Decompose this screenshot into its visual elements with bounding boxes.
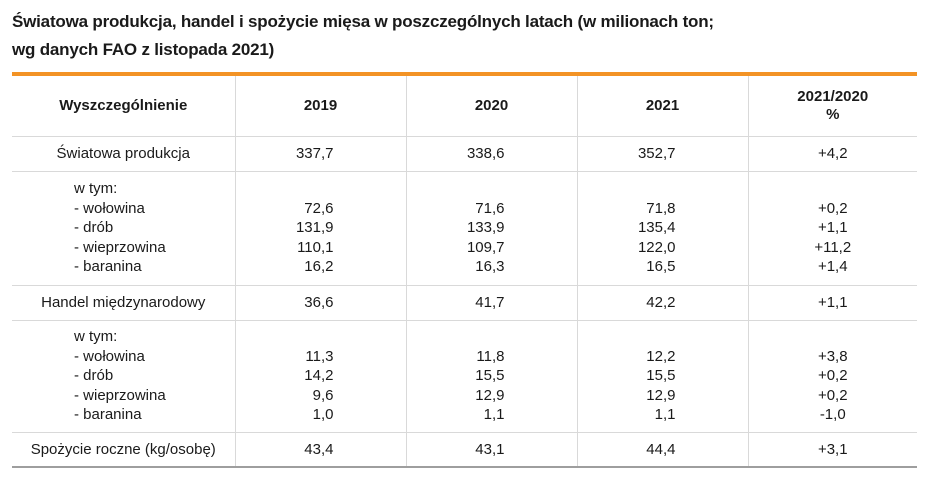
trade-breakdown-2020: 11,8 15,5 12,9 1,1 xyxy=(405,320,577,432)
cell-trade-pork-2019: 9,6 xyxy=(312,386,334,404)
breakdown-label-beef: - wołowina xyxy=(74,347,145,365)
table-row-consumption: Spożycie roczne (kg/osobę) 43,4 43,1 44,… xyxy=(12,432,917,467)
cell-trade-mutton-2020: 1,1 xyxy=(483,406,505,424)
accent-divider xyxy=(12,72,917,76)
cell-trade-beef-2021: 12,2 xyxy=(646,347,676,365)
cell-prod-pork-change: +11,2 xyxy=(814,238,852,256)
breakdown-label-poultry: - drób xyxy=(74,219,114,237)
production-breakdown-2021: 71,8 135,4 122,0 16,5 xyxy=(576,171,748,285)
cell-prod-pork-2021: 122,0 xyxy=(637,238,676,256)
cell-trade-change: +1,1 xyxy=(747,285,917,320)
table-row-production-breakdown: w tym: - wołowina - drób - wieprzowina -… xyxy=(12,171,917,285)
production-breakdown-2019: 72,6 131,9 110,1 16,2 xyxy=(234,171,406,285)
cell-trade-beef-change: +3,8 xyxy=(817,347,848,365)
production-breakdown-change: +0,2 +1,1 +11,2 +1,4 xyxy=(747,171,917,285)
trade-breakdown-change: +3,8 +0,2 +0,2 -1,0 xyxy=(747,320,917,432)
row-label-consumption: Spożycie roczne (kg/osobę) xyxy=(30,440,216,458)
breakdown-label-pork: - wieprzowina xyxy=(74,238,166,256)
cell-prod-beef-2021: 71,8 xyxy=(646,199,676,217)
cell-consumption-2020: 43,1 xyxy=(405,432,577,467)
cell-prod-beef-2019: 72,6 xyxy=(304,199,334,217)
cell-prod-beef-change: +0,2 xyxy=(817,199,848,217)
production-breakdown-labels: w tym: - wołowina - drób - wieprzowina -… xyxy=(12,171,235,285)
trade-breakdown-labels: w tym: - wołowina - drób - wieprzowina -… xyxy=(12,320,235,432)
breakdown-label-mutton: - baranina xyxy=(74,258,142,276)
trade-breakdown-2021: 12,2 15,5 12,9 1,1 xyxy=(576,320,748,432)
cell-prod-poultry-2020: 133,9 xyxy=(466,219,505,237)
row-label-trade: Handel międzynarodowy xyxy=(41,294,206,311)
cell-trade-pork-change: +0,2 xyxy=(817,386,848,404)
cell-prod-pork-2020: 109,7 xyxy=(466,238,505,256)
chart-title-line-2: wg danych FAO z listopada 2021) xyxy=(12,40,275,59)
cell-consumption-2021: 44,4 xyxy=(576,432,748,467)
breakdown-header: w tym: xyxy=(74,180,118,198)
cell-prod-mutton-2019: 16,2 xyxy=(304,258,334,276)
cell-trade-poultry-2020: 15,5 xyxy=(475,367,505,385)
cell-trade-mutton-2019: 1,0 xyxy=(312,406,334,424)
cell-trade-mutton-2021: 1,1 xyxy=(654,406,676,424)
table-row-trade: Handel międzynarodowy 36,6 41,7 42,2 +1,… xyxy=(12,285,917,320)
table-row-production: Światowa produkcja 337,7 338,6 352,7 +4,… xyxy=(12,136,917,171)
cell-trade-poultry-2021: 15,5 xyxy=(646,367,676,385)
cell-production-change: +4,2 xyxy=(747,136,917,171)
cell-trade-2020: 41,7 xyxy=(405,285,577,320)
cell-prod-mutton-2021: 16,5 xyxy=(646,258,676,276)
cell-trade-poultry-2019: 14,2 xyxy=(304,367,334,385)
trade-breakdown-2019: 11,3 14,2 9,6 1,0 xyxy=(234,320,406,432)
production-breakdown-2020: 71,6 133,9 109,7 16,3 xyxy=(405,171,577,285)
breakdown-header: w tym: xyxy=(74,328,118,346)
cell-prod-beef-2020: 71,6 xyxy=(475,199,505,217)
cell-prod-pork-2019: 110,1 xyxy=(297,238,334,256)
cell-trade-2019: 36,6 xyxy=(234,285,406,320)
header-change-percent: 2021/2020 % xyxy=(747,76,917,136)
cell-prod-poultry-2019: 131,9 xyxy=(295,219,334,237)
cell-production-2021: 352,7 xyxy=(576,136,748,171)
cell-trade-2021: 42,2 xyxy=(576,285,748,320)
table-header-row: Wyszczególnienie 2019 2020 2021 2021/202… xyxy=(12,76,917,136)
cell-consumption-change: +3,1 xyxy=(747,432,917,467)
cell-prod-poultry-change: +1,1 xyxy=(817,219,848,237)
breakdown-label-poultry: - drób xyxy=(74,367,114,385)
cell-trade-pork-2020: 12,9 xyxy=(475,386,505,404)
header-percent-label: % xyxy=(826,105,840,123)
header-change-label: 2021/2020 xyxy=(797,87,869,105)
cell-prod-mutton-change: +1,4 xyxy=(817,258,848,276)
cell-trade-mutton-change: -1,0 xyxy=(819,406,846,424)
cell-trade-poultry-change: +0,2 xyxy=(817,367,848,385)
header-2021: 2021 xyxy=(576,76,748,136)
meat-data-table: Wyszczególnienie 2019 2020 2021 2021/202… xyxy=(12,76,917,468)
header-description: Wyszczególnienie xyxy=(59,97,188,115)
breakdown-label-pork: - wieprzowina xyxy=(74,386,166,404)
header-2019: 2019 xyxy=(234,76,406,136)
cell-production-2019: 337,7 xyxy=(234,136,406,171)
header-2020: 2020 xyxy=(405,76,577,136)
cell-trade-beef-2020: 11,8 xyxy=(476,347,505,365)
breakdown-label-mutton: - baranina xyxy=(74,406,142,424)
row-label-production: Światowa produkcja xyxy=(56,145,190,162)
table-row-trade-breakdown: w tym: - wołowina - drób - wieprzowina -… xyxy=(12,320,917,432)
breakdown-label-beef: - wołowina xyxy=(74,199,145,217)
cell-production-2020: 338,6 xyxy=(405,136,577,171)
cell-prod-poultry-2021: 135,4 xyxy=(637,219,676,237)
chart-title: Światowa produkcja, handel i spożycie mi… xyxy=(12,8,922,64)
chart-title-line-1: Światowa produkcja, handel i spożycie mi… xyxy=(12,12,714,31)
cell-trade-pork-2021: 12,9 xyxy=(646,386,676,404)
cell-trade-beef-2019: 11,3 xyxy=(305,347,334,365)
cell-consumption-2019: 43,4 xyxy=(234,432,406,467)
cell-prod-mutton-2020: 16,3 xyxy=(475,258,505,276)
